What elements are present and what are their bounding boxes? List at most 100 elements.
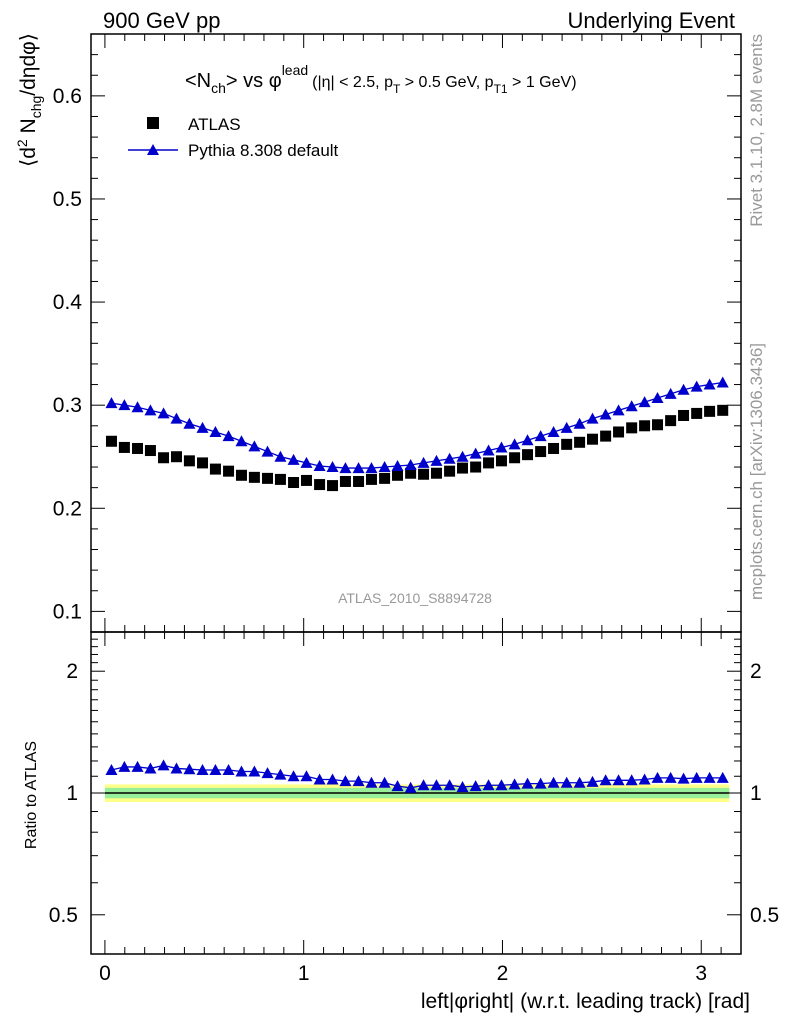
ratio-mc-point [495,779,508,791]
data-point [457,462,469,474]
ratio-mc-point [430,779,443,791]
ratio-mc-point [170,762,183,774]
data-point [587,433,599,445]
ratio-plot-marks [104,759,730,803]
mc-point [378,461,391,473]
ratio-mc-point [508,778,521,790]
mc-point [703,378,716,390]
ratio-mc-point [404,781,417,793]
data-point [639,420,651,432]
ratio-mc-point [300,770,313,782]
mc-point [599,408,612,420]
data-point [197,457,209,469]
ratio-mc-point [248,765,261,777]
side-text-bottom: mcplots.cern.ch [arXiv:1306.3436] [747,343,766,600]
ratio-mc-point [417,779,430,791]
legend-mc-marker [147,144,159,155]
ratio-plot-frame [90,631,742,955]
ratio-mc-point [287,770,300,782]
data-point [574,436,586,448]
data-point [327,480,339,492]
mc-point [274,450,287,462]
mc-point [313,460,326,472]
mc-point [300,456,313,468]
x-axis-title: left|φright| (w.r.t. leading track) [rad… [421,990,750,1013]
data-point [548,442,560,454]
side-text-top: Rivet 3.1.10, 2.8M events [747,34,766,227]
mc-point [352,462,365,474]
mc-point [144,404,157,416]
mc-point [365,462,378,474]
data-point [314,479,326,491]
mc-point [248,440,261,452]
legend-data-marker [147,117,159,129]
x-tick-label: 2 [497,962,509,985]
data-point [170,451,182,463]
mc-point [417,456,430,468]
mc-point [131,401,144,413]
ratio-mc-point [261,767,274,779]
legend-mc-label: Pythia 8.308 default [188,141,339,160]
data-point [132,442,144,454]
data-point [223,465,235,477]
data-point [613,426,625,438]
data-point [392,469,404,481]
ratio-mc-point [352,775,365,787]
ratio-y-tick-label-right: 1 [750,782,762,805]
ratio-y-tick-label: 0.5 [49,904,78,927]
mc-point [222,430,235,442]
data-point [483,457,495,469]
main-y-tick-label: 0.1 [53,600,82,623]
ratio-y-tick-label: 2 [66,660,78,683]
mc-point [326,461,339,473]
mc-point [664,387,677,399]
data-point [470,461,482,473]
ratio-mc-point [443,779,456,791]
mc-point [612,404,625,416]
mc-point [404,458,417,470]
ratio-mc-point [183,763,196,775]
main-y-tick-label: 0.5 [53,188,82,211]
mc-point [157,407,170,419]
data-point [652,419,664,431]
data-point [235,469,247,481]
mc-point [521,434,534,446]
ratio-mc-point [482,779,495,791]
ratio-mc-point [534,777,547,789]
ratio-mc-point [144,762,157,774]
mc-point [495,441,508,453]
data-point [430,467,442,479]
mc-point [456,450,469,462]
data-point [248,471,260,483]
mc-point [547,425,560,437]
data-point [535,446,547,458]
header-left: 900 GeV pp [103,8,220,33]
ratio-mc-point [547,776,560,788]
ratio-mc-point [235,765,248,777]
mc-point [508,438,521,450]
ratio-plot-axes: 0 1 2 3 0.5 0.5 1 1 2 2 [49,631,779,985]
data-point [105,435,117,447]
data-point [274,473,286,485]
data-point [209,463,221,475]
ratio-mc-point [573,776,586,788]
ratio-mc-point [521,777,534,789]
ratio-y-tick-label-right: 2 [750,660,762,683]
ratio-mc-point [469,780,482,792]
legend: ATLAS Pythia 8.308 default [128,115,339,160]
data-point [353,475,365,487]
ratio-y-tick-label-right: 0.5 [750,904,779,927]
ratio-mc-point [313,773,326,785]
mc-point [482,444,495,456]
ratio-mc-point [456,780,469,792]
ratio-mc-point [677,772,690,784]
ratio-mc-point [326,773,339,785]
data-point [678,409,690,421]
mc-point [391,460,404,472]
mc-point [261,445,274,457]
ratio-mc-point [716,771,729,783]
ratio-mc-point [690,771,703,783]
ratio-mc-point [222,763,235,775]
ratio-mc-point [651,771,664,783]
mc-point [651,391,664,403]
